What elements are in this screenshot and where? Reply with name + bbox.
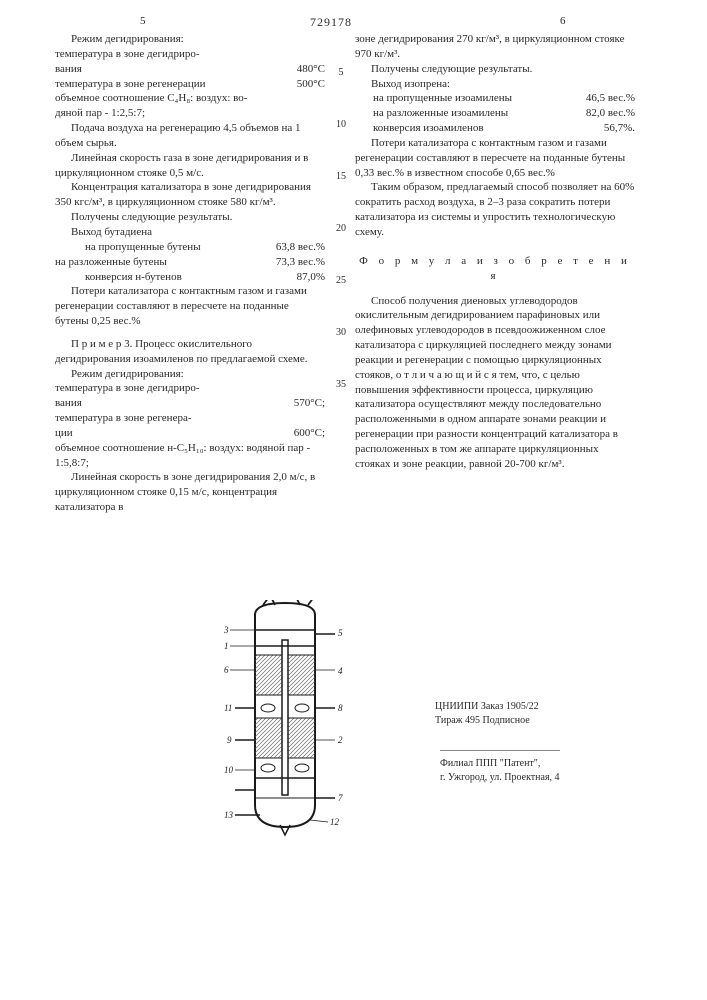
result-label: конверсия н-бутенов (85, 270, 182, 285)
body-text: Линейная скорость газа в зоне дегидриров… (55, 151, 325, 181)
right-column: зоне дегидрирования 270 кг/м³, в циркуля… (355, 32, 635, 472)
diagram-label: 12 (330, 817, 340, 827)
claim-text: Способ получения диеновых углеводородов … (355, 294, 635, 472)
line-num: 10 (332, 120, 350, 130)
result-label: на разложенные бутены (55, 255, 167, 270)
line-num: 25 (332, 276, 350, 286)
claims-heading: Ф о р м у л а и з о б р е т е н и я (355, 254, 635, 284)
diagram-label: 5 (338, 628, 343, 638)
line-num: 30 (332, 328, 350, 338)
result-label: на пропущенные изоамилены (373, 91, 512, 106)
body-text: температура в зоне дегидриро- (55, 47, 325, 62)
body-text: Выход бутадиена (55, 225, 325, 240)
diagram-label: 7 (338, 793, 343, 803)
result-value: 63,8 вес.% (276, 240, 325, 255)
result-label: конверсия изоамиленов (373, 121, 484, 136)
result-value: 46,5 вес.% (586, 91, 635, 106)
diagram-label: 8 (338, 703, 343, 713)
body-text: Таким образом, предлагаемый способ позво… (355, 180, 635, 239)
imprint-line: г. Ужгород, ул. Проектная, 4 (440, 771, 560, 785)
body-text: Потери катализатора с контактным газом и… (355, 136, 635, 181)
imprint-block-1: ЦНИИПИ Заказ 1905/22 Тираж 495 Подписное (435, 700, 539, 728)
body-text: Режим дегидрирования: (55, 32, 325, 47)
imprint-line: ЦНИИПИ Заказ 1905/22 (435, 700, 539, 714)
patent-number: 729178 (310, 14, 352, 30)
result-value: 56,7%. (604, 121, 635, 136)
body-text: зоне дегидрирования 270 кг/м³, в циркуля… (355, 32, 635, 62)
example-heading: П р и м е р 3. Процесс окислительного де… (55, 337, 325, 367)
page-number-left: 5 (140, 14, 146, 29)
imprint-line: Тираж 495 Подписное (435, 714, 539, 728)
result-value: 82,0 вес.% (586, 106, 635, 121)
body-text: вания (55, 62, 82, 77)
line-num: 35 (332, 380, 350, 390)
value: 500°С (297, 77, 325, 92)
apparatus-svg: 3 1 6 11 9 10 13 5 4 8 2 7 12 (200, 600, 370, 860)
diagram-label: 9 (227, 735, 232, 745)
body-text: Выход изопрена: (355, 77, 635, 92)
body-text: Получены следующие результаты. (355, 62, 635, 77)
page-number-right: 6 (560, 14, 566, 29)
result-value: 73,3 вес.% (276, 255, 325, 270)
body-text: Потери катализатора с контактным газом и… (55, 284, 325, 329)
body-text: объемное соотношение С₄Н₈: воздух: во- (55, 91, 325, 106)
diagram-label: 1 (224, 641, 229, 651)
value: 480°С (297, 62, 325, 77)
body-text: дяной пар - 1:2,5:7; (55, 106, 325, 121)
value: 570°С; (294, 396, 325, 411)
body-text: температура в зоне дегидриро- (55, 381, 325, 396)
body-text: Линейная скорость в зоне дегидрирования … (55, 470, 325, 515)
apparatus-diagram: 3 1 6 11 9 10 13 5 4 8 2 7 12 (200, 600, 370, 860)
body-text: Получены следующие результаты. (55, 210, 325, 225)
diagram-label: 2 (338, 735, 343, 745)
body-text: температура в зоне регенера- (55, 411, 325, 426)
result-label: на пропущенные бутены (85, 240, 201, 255)
body-text: вания (55, 396, 82, 411)
line-num: 20 (332, 224, 350, 234)
body-text: Концентрация катализатора в зоне дегидри… (55, 180, 325, 210)
diagram-label: 13 (224, 810, 234, 820)
left-column: Режим дегидрирования: температура в зоне… (55, 32, 325, 515)
imprint-line: Филиал ППП "Патент", (440, 757, 560, 771)
result-label: на разложенные изоамилены (373, 106, 508, 121)
diagram-label: 11 (224, 703, 232, 713)
diagram-label: 4 (338, 666, 343, 676)
body-text: ции (55, 426, 73, 441)
body-text: температура в зоне регенерации (55, 77, 206, 92)
imprint-block-2: Филиал ППП "Патент", г. Ужгород, ул. Про… (440, 750, 560, 785)
diagram-label: 10 (224, 765, 234, 775)
line-num: 5 (332, 68, 350, 78)
result-value: 87,0% (297, 270, 325, 285)
diagram-label: 6 (224, 665, 229, 675)
diagram-label: 3 (223, 625, 229, 635)
body-text: Подача воздуха на регенерацию 4,5 объемо… (55, 121, 325, 151)
line-num: 15 (332, 172, 350, 182)
body-text: объемное соотношение н-С₅Н₁₀: воздух: во… (55, 441, 325, 471)
body-text: Режим дегидрирования: (55, 367, 325, 382)
line-number-gutter: 5 10 15 20 25 30 35 (332, 68, 350, 432)
value: 600°С; (294, 426, 325, 441)
